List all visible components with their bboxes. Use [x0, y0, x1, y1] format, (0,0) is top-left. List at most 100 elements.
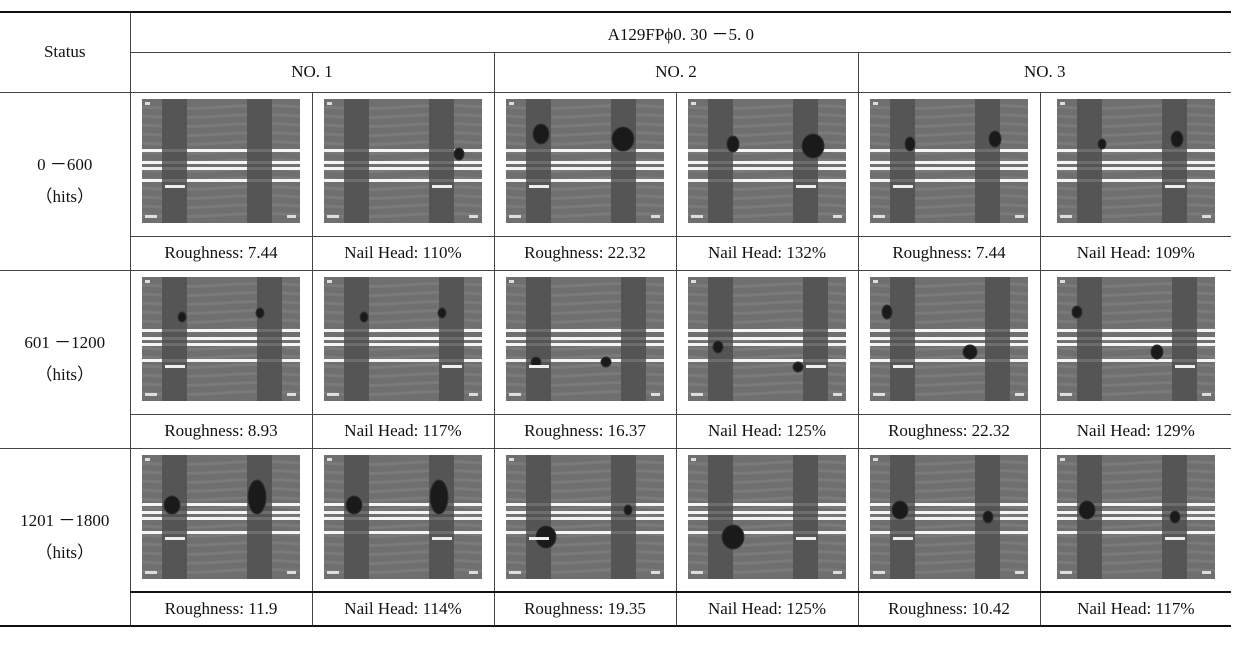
defect-spot: [792, 361, 804, 372]
micrograph-image: [506, 276, 664, 401]
micrograph-image: [870, 454, 1028, 579]
roughness-label: Roughness: 16.37: [493, 413, 677, 449]
image-cell: [857, 91, 1041, 237]
roughness-label: Roughness: 22.32: [857, 413, 1041, 449]
defect-spot: [726, 135, 740, 152]
image-cell: [493, 269, 677, 415]
group-header-no3: NO. 3: [857, 51, 1232, 93]
hit-range-cell: 0 －600 （hits）: [0, 91, 131, 271]
image-cell: [1039, 269, 1232, 415]
image-cell: [1039, 91, 1232, 237]
image-cell: [129, 447, 313, 593]
defect-spot: [532, 123, 550, 144]
result-row: 0 －600 （hits）: [0, 91, 1232, 271]
roughness-label: Roughness: 8.93: [129, 413, 313, 449]
defect-spot: [1071, 305, 1083, 318]
hit-range-cell: 1201 －1800 （hits）: [0, 447, 131, 627]
defect-spot: [1170, 130, 1184, 147]
defect-spot: [988, 130, 1002, 147]
defect-spot: [891, 500, 909, 519]
result-row: 601 －1200 （hits）: [0, 269, 1232, 449]
hit-range: 0 －600: [37, 155, 93, 174]
image-cell: [129, 269, 313, 415]
hit-unit: （hits）: [35, 542, 95, 562]
micrograph-image: [142, 276, 300, 401]
micrograph-image: [324, 276, 482, 401]
hit-range: 1201 －1800: [20, 510, 110, 530]
nail-head-label: Nail Head: 132%: [675, 235, 859, 271]
micrograph-image: [688, 454, 846, 579]
micrograph-image: [506, 454, 664, 579]
image-cell: [857, 447, 1041, 593]
image-cell: [675, 91, 859, 237]
micrograph-image: [870, 98, 1028, 223]
micrograph-image: [688, 276, 846, 401]
defect-spot: [623, 504, 633, 515]
nail-head-label: Nail Head: 125%: [675, 413, 859, 449]
defect-spot: [712, 340, 724, 353]
defect-spot: [345, 495, 363, 514]
defect-spot: [1078, 500, 1096, 519]
micrograph-image: [506, 98, 664, 223]
defect-spot: [721, 524, 745, 549]
micrograph-image: [870, 276, 1028, 401]
hit-unit: （hits）: [35, 187, 95, 206]
status-header: Status: [0, 11, 131, 93]
roughness-label: Roughness: 7.44: [857, 235, 1041, 271]
micrograph-image: [1056, 454, 1215, 579]
image-cell: [311, 269, 495, 415]
nail-head-label: Nail Head: 117%: [1039, 591, 1232, 627]
micrograph-image: [142, 98, 300, 223]
defect-spot: [255, 307, 265, 318]
hit-range: 601 －1200: [24, 333, 106, 352]
image-cell: [311, 91, 495, 237]
defect-spot: [247, 479, 267, 514]
defect-spot: [437, 307, 447, 318]
micrograph-image: [1056, 276, 1215, 401]
image-cell: [675, 269, 859, 415]
group-header-no1: NO. 1: [129, 51, 495, 93]
defect-spot: [982, 510, 994, 523]
roughness-label: Roughness: 7.44: [129, 235, 313, 271]
micrograph-image: [324, 98, 482, 223]
defect-spot: [1097, 138, 1107, 149]
defect-spot: [962, 344, 978, 359]
defect-spot: [163, 495, 181, 514]
nail-head-label: Nail Head: 117%: [311, 413, 495, 449]
image-cell: [129, 91, 313, 237]
micrograph-image: [142, 454, 300, 579]
nail-head-label: Nail Head: 110%: [311, 235, 495, 271]
result-row: 1201 －1800 （hits）: [0, 447, 1232, 627]
hit-range-cell: 601 －1200 （hits）: [0, 269, 131, 449]
image-cell: [675, 447, 859, 593]
defect-spot: [801, 133, 825, 158]
image-cell: [311, 447, 495, 593]
defect-spot: [611, 126, 635, 151]
defect-spot: [453, 147, 465, 160]
nail-head-label: Nail Head: 114%: [311, 591, 495, 627]
material-header: A129FPϕ0. 30 －5. 0: [129, 11, 1232, 53]
nail-head-label: Nail Head: 129%: [1039, 413, 1232, 449]
image-cell: [857, 269, 1041, 415]
defect-spot: [1150, 344, 1164, 359]
nail-head-label: Nail Head: 125%: [675, 591, 859, 627]
roughness-label: Roughness: 19.35: [493, 591, 677, 627]
defect-spot: [600, 356, 612, 367]
micrograph-image: [1056, 98, 1215, 223]
results-table: Status A129FPϕ0. 30 －5. 0 NO. 1 NO. 2 NO…: [0, 11, 1232, 627]
defect-spot: [177, 311, 187, 322]
roughness-label: Roughness: 10.42: [857, 591, 1041, 627]
defect-spot: [429, 479, 449, 514]
defect-spot: [359, 311, 369, 322]
roughness-label: Roughness: 11.9: [129, 591, 313, 627]
hit-unit: （hits）: [35, 365, 95, 384]
defect-spot: [881, 304, 893, 319]
image-cell: [493, 91, 677, 237]
defect-spot: [1169, 510, 1181, 523]
micrograph-image: [688, 98, 846, 223]
defect-spot: [904, 136, 916, 151]
micrograph-image: [324, 454, 482, 579]
nail-head-label: Nail Head: 109%: [1039, 235, 1232, 271]
image-cell: [493, 447, 677, 593]
roughness-label: Roughness: 22.32: [493, 235, 677, 271]
